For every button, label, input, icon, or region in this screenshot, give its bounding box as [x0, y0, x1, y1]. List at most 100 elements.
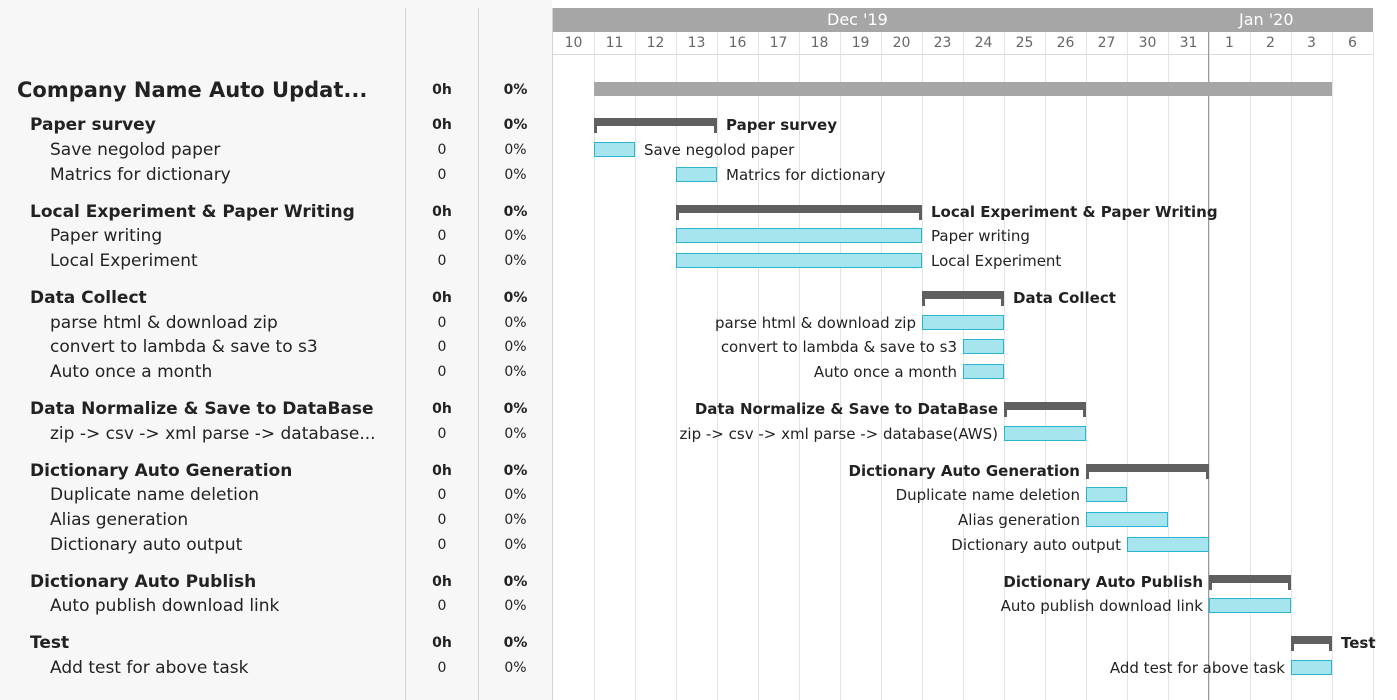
- day-gridline: [1209, 32, 1210, 700]
- row-hours: 0: [437, 142, 447, 158]
- task-row[interactable]: Auto publish download link 0 0%: [0, 594, 552, 618]
- progress-column-header[interactable]: [479, 8, 552, 58]
- day-label: 26: [1056, 35, 1075, 51]
- group-bar[interactable]: [1291, 636, 1332, 651]
- row-name: Add test for above task: [50, 658, 249, 678]
- group-row[interactable]: Test 0h 0%: [0, 631, 552, 655]
- day-gridline: [1045, 32, 1046, 700]
- task-row[interactable]: Alias generation 0 0%: [0, 508, 552, 532]
- task-bar[interactable]: [1127, 537, 1209, 552]
- hours-column-header[interactable]: [406, 8, 478, 58]
- row-progress: 0%: [504, 228, 527, 244]
- group-bar[interactable]: [1209, 575, 1291, 590]
- day-label: 25: [1015, 35, 1034, 51]
- task-bar[interactable]: [594, 142, 635, 157]
- bar-label: Dictionary Auto Publish: [1003, 573, 1203, 591]
- row-hours: 0h: [432, 401, 452, 417]
- day-gridline: [758, 32, 759, 700]
- task-row[interactable]: Save negolod paper 0 0%: [0, 138, 552, 162]
- group-row[interactable]: Paper survey 0h 0%: [0, 113, 552, 137]
- pane-divider[interactable]: [552, 8, 553, 700]
- day-gridline: [635, 32, 636, 700]
- task-name-column-header[interactable]: [0, 8, 405, 58]
- group-bar[interactable]: [922, 291, 1004, 306]
- row-progress: 0%: [503, 401, 528, 417]
- bar-label: Dictionary Auto Generation: [848, 462, 1080, 480]
- row-name: Duplicate name deletion: [50, 485, 260, 505]
- row-progress: 0%: [504, 142, 527, 158]
- row-progress: 0%: [503, 574, 528, 590]
- row-progress: 0%: [504, 598, 527, 614]
- task-row[interactable]: Duplicate name deletion 0 0%: [0, 483, 552, 507]
- row-hours: 0h: [432, 574, 452, 590]
- day-label: 10: [564, 35, 583, 51]
- task-row[interactable]: Auto once a month 0 0%: [0, 360, 552, 384]
- group-bar[interactable]: [676, 205, 922, 220]
- task-bar[interactable]: [963, 339, 1004, 354]
- task-bar[interactable]: [676, 253, 922, 268]
- column-divider[interactable]: [478, 8, 479, 700]
- bar-label: Save negolod paper: [644, 141, 795, 159]
- bar-label: Dictionary auto output: [951, 536, 1121, 554]
- row-progress: 0%: [504, 167, 527, 183]
- day-gridline: [922, 32, 923, 700]
- row-progress: 0%: [503, 290, 528, 306]
- group-row[interactable]: Dictionary Auto Generation 0h 0%: [0, 459, 552, 483]
- task-bar[interactable]: [676, 167, 717, 182]
- task-row[interactable]: Local Experiment 0 0%: [0, 249, 552, 273]
- row-progress: 0%: [503, 204, 528, 220]
- row-hours: 0h: [432, 290, 452, 306]
- group-row[interactable]: Data Normalize & Save to DataBase 0h 0%: [0, 397, 552, 421]
- group-row[interactable]: Local Experiment & Paper Writing 0h 0%: [0, 200, 552, 224]
- row-hours: 0: [437, 228, 447, 244]
- group-row[interactable]: Dictionary Auto Publish 0h 0%: [0, 570, 552, 594]
- row-progress: 0%: [504, 253, 527, 269]
- row-hours: 0: [437, 660, 447, 676]
- task-row[interactable]: parse html & download zip 0 0%: [0, 311, 552, 335]
- project-bar[interactable]: [594, 82, 1332, 96]
- row-hours: 0: [437, 512, 447, 528]
- row-progress: 0%: [504, 660, 527, 676]
- task-bar[interactable]: [676, 228, 922, 243]
- task-row[interactable]: zip -> csv -> xml parse -> database... 0 0…: [0, 422, 552, 446]
- row-hours: 0h: [432, 204, 452, 220]
- task-row[interactable]: convert to lambda & save to s3 0 0%: [0, 335, 552, 359]
- row-name: Local Experiment: [50, 251, 198, 271]
- task-bar[interactable]: [1004, 426, 1086, 441]
- task-row[interactable]: Matrics for dictionary 0 0%: [0, 163, 552, 187]
- day-label: 13: [687, 35, 706, 51]
- bar-label: Data Normalize & Save to DataBase: [694, 400, 998, 418]
- row-progress: 0%: [504, 537, 527, 553]
- today-marker: [1208, 32, 1209, 700]
- column-divider[interactable]: [405, 8, 406, 700]
- day-label: 3: [1307, 35, 1316, 51]
- task-bar[interactable]: [1086, 487, 1127, 502]
- task-row[interactable]: Paper writing 0 0%: [0, 224, 552, 248]
- day-gridline: [676, 32, 677, 700]
- task-bar[interactable]: [1291, 660, 1332, 675]
- row-name: Save negolod paper: [50, 140, 221, 160]
- bar-label: Auto once a month: [813, 363, 957, 381]
- row-name: Test: [30, 633, 70, 653]
- day-gridline: [717, 32, 718, 700]
- row-name: parse html & download zip: [50, 313, 278, 333]
- row-hours: 0: [437, 426, 447, 442]
- task-bar[interactable]: [922, 315, 1004, 330]
- row-progress: 0%: [504, 487, 527, 503]
- day-gridline: [799, 32, 800, 700]
- group-bar[interactable]: [594, 118, 717, 133]
- task-bar[interactable]: [963, 364, 1004, 379]
- row-hours: 0: [437, 253, 447, 269]
- task-bar[interactable]: [1209, 598, 1291, 613]
- group-bar[interactable]: [1004, 402, 1086, 417]
- day-label: 16: [728, 35, 747, 51]
- project-row[interactable]: Company Name Auto Updat... 0h 0%: [0, 78, 552, 102]
- row-name: Company Name Auto Updat...: [17, 78, 368, 102]
- row-progress: 0%: [503, 82, 528, 98]
- task-row[interactable]: Add test for above task 0 0%: [0, 656, 552, 680]
- task-row[interactable]: Dictionary auto output 0 0%: [0, 533, 552, 557]
- row-name: Alias generation: [50, 510, 189, 530]
- group-bar[interactable]: [1086, 464, 1209, 479]
- group-row[interactable]: Data Collect 0h 0%: [0, 286, 552, 310]
- task-bar[interactable]: [1086, 512, 1168, 527]
